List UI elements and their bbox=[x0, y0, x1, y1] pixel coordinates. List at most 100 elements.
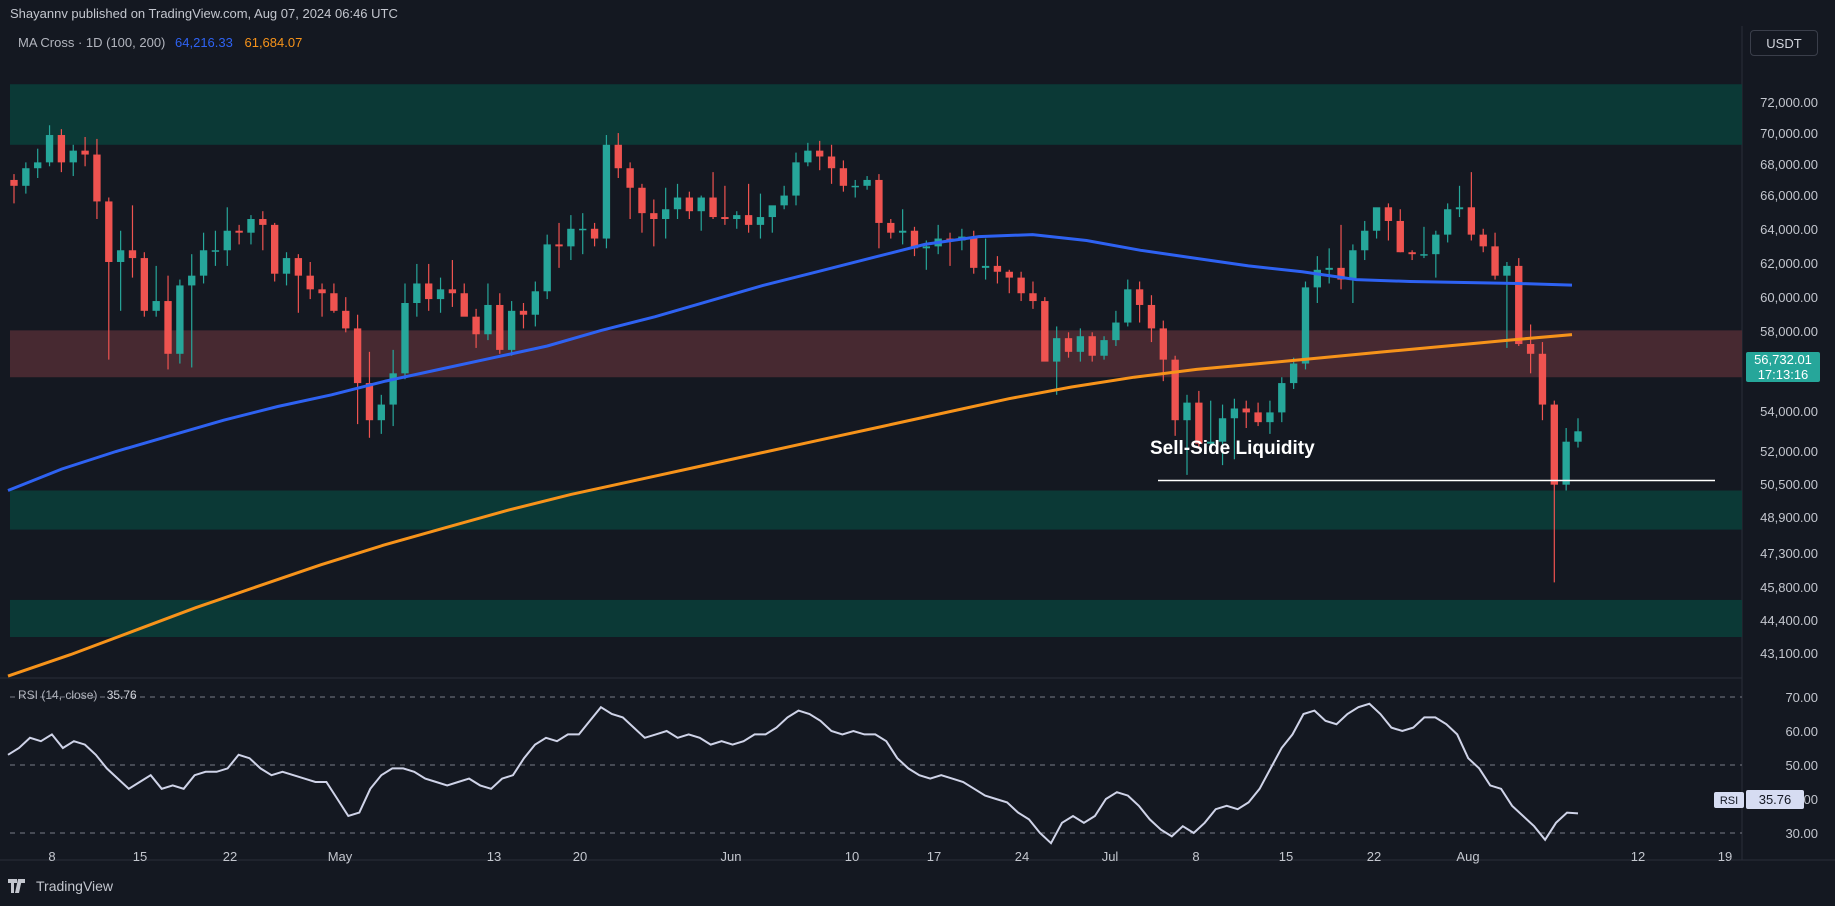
time-tick-label: 13 bbox=[487, 849, 501, 864]
candle-body bbox=[1242, 408, 1250, 413]
candle-body bbox=[993, 265, 1002, 272]
candle-body bbox=[365, 383, 374, 421]
price-tick-label: 43,100.00 bbox=[1760, 646, 1818, 661]
candle-body bbox=[590, 228, 599, 239]
rsi-tick-label: 30.00 bbox=[1785, 826, 1818, 841]
candle-body bbox=[1361, 230, 1369, 251]
candle-body bbox=[863, 179, 871, 186]
last-price-label: 56,732.01 bbox=[1754, 352, 1812, 367]
time-tick-label: 8 bbox=[1192, 849, 1199, 864]
candle-body bbox=[531, 291, 540, 315]
candle-body bbox=[709, 197, 717, 218]
rsi-tick-label: 60.00 bbox=[1785, 724, 1818, 739]
candle-body bbox=[1550, 404, 1558, 485]
candle-body bbox=[1064, 338, 1073, 352]
time-tick-label: 15 bbox=[133, 849, 147, 864]
countdown-label: 17:13:16 bbox=[1758, 367, 1809, 382]
candle-body bbox=[448, 289, 457, 294]
price-tick-label: 44,400.00 bbox=[1760, 613, 1818, 628]
candle-body bbox=[1372, 207, 1381, 231]
candle-body bbox=[875, 179, 883, 223]
candle-body bbox=[425, 283, 433, 300]
candle-body bbox=[484, 304, 492, 335]
candle-body bbox=[804, 150, 812, 163]
candle-body bbox=[57, 135, 66, 163]
currency-selector[interactable]: USDT bbox=[1750, 30, 1818, 56]
candle-body bbox=[401, 303, 409, 374]
candle-body bbox=[555, 244, 563, 247]
candle-body bbox=[22, 168, 30, 186]
price-tick-label: 62,000.00 bbox=[1760, 256, 1818, 271]
candle-body bbox=[1159, 328, 1167, 360]
candle-body bbox=[638, 187, 646, 214]
candle-body bbox=[199, 250, 208, 276]
candle-body bbox=[792, 162, 800, 196]
candle-body bbox=[1100, 340, 1108, 356]
candle-body bbox=[45, 135, 54, 163]
ma-cross-legend[interactable]: MA Cross · 1D (100, 200) 64,216.33 61,68… bbox=[18, 35, 302, 50]
candle-body bbox=[1301, 287, 1310, 364]
candle-body bbox=[1041, 301, 1049, 362]
candle-body bbox=[1005, 271, 1013, 278]
candle-body bbox=[69, 150, 77, 163]
candle-body bbox=[519, 310, 528, 315]
tradingview-brand[interactable]: TradingView bbox=[8, 878, 113, 894]
ma200-value: 61,684.07 bbox=[244, 35, 303, 50]
time-tick-label: 17 bbox=[927, 849, 941, 864]
candle-body bbox=[673, 197, 682, 210]
rsi-tick-label: 70.00 bbox=[1785, 690, 1818, 705]
publish-info: Shayannv published on TradingView.com, A… bbox=[10, 6, 398, 21]
rsi-legend-label: RSI (14, close) bbox=[18, 688, 98, 702]
time-tick-label: 15 bbox=[1279, 849, 1293, 864]
candle-body bbox=[650, 213, 658, 220]
candle-body bbox=[1147, 304, 1156, 329]
candle-body bbox=[116, 250, 125, 262]
candle-body bbox=[768, 205, 776, 218]
candle-body bbox=[389, 373, 397, 405]
candle-body bbox=[981, 265, 990, 268]
candle-body bbox=[887, 222, 895, 233]
candle-body bbox=[1526, 344, 1535, 354]
price-tick-label: 66,000.00 bbox=[1760, 188, 1818, 203]
brand-name: TradingView bbox=[36, 878, 114, 894]
candle-body bbox=[105, 201, 113, 262]
candle-body bbox=[697, 197, 705, 212]
candle-body bbox=[1396, 220, 1404, 253]
candle-body bbox=[460, 293, 468, 317]
candle-body bbox=[661, 209, 670, 220]
candle-body bbox=[128, 250, 137, 259]
tradingview-logo-icon bbox=[8, 879, 25, 893]
time-tick-label: 19 bbox=[1718, 849, 1732, 864]
price-tick-label: 50,500.00 bbox=[1760, 477, 1818, 492]
candle-body bbox=[1183, 402, 1191, 421]
price-tick-label: 68,000.00 bbox=[1760, 157, 1818, 172]
time-tick-label: 20 bbox=[573, 849, 587, 864]
ma100-value: 64,216.33 bbox=[175, 35, 233, 50]
candle-body bbox=[1491, 246, 1499, 276]
price-tick-label: 72,000.00 bbox=[1760, 95, 1818, 110]
candle-body bbox=[353, 328, 362, 384]
candle-body bbox=[81, 150, 89, 155]
rsi-line bbox=[7, 702, 1579, 845]
candle-body bbox=[496, 304, 504, 350]
candle-body bbox=[839, 168, 848, 186]
zone-green-2 bbox=[10, 490, 1742, 530]
candle-body bbox=[756, 217, 765, 225]
candle-body bbox=[780, 195, 788, 206]
candle-body bbox=[1076, 336, 1085, 352]
time-tick-label: Jun bbox=[721, 849, 742, 864]
zone-green-0 bbox=[10, 84, 1742, 145]
candle-body bbox=[1230, 408, 1239, 419]
candle-body bbox=[543, 244, 551, 292]
rsi-legend[interactable]: RSI (14, close) 35.76 bbox=[18, 688, 137, 702]
candle-body bbox=[188, 275, 196, 286]
rsi-last-tag bbox=[1714, 792, 1744, 808]
rsi-tick-label: 50.00 bbox=[1785, 758, 1818, 773]
price-tick-label: 52,000.00 bbox=[1760, 444, 1818, 459]
candle-body bbox=[579, 228, 587, 231]
candle-body bbox=[1029, 293, 1037, 302]
candle-body bbox=[1171, 359, 1179, 421]
candle-body bbox=[1088, 336, 1096, 356]
